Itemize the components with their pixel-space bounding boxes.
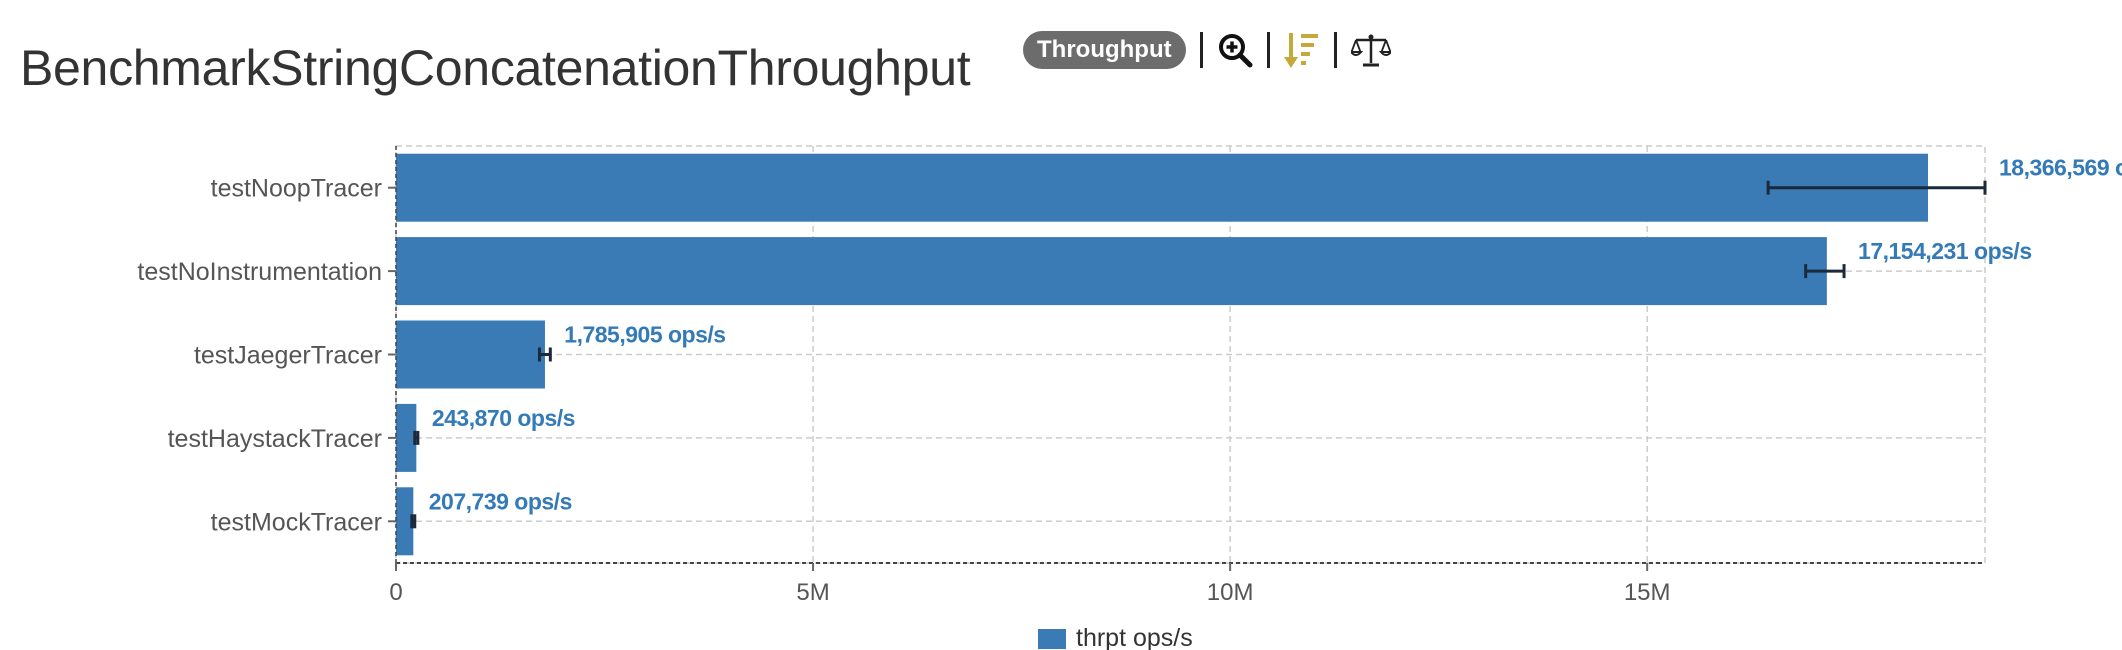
- y-tick-label: testMockTracer: [211, 508, 382, 536]
- y-tick-label: testHaystackTracer: [168, 425, 382, 453]
- toolbar-separator: [1333, 32, 1337, 68]
- data-label: 1,785,905 ops/s: [564, 322, 725, 348]
- mode-badge: Throughput: [1023, 31, 1186, 69]
- sort-button[interactable]: [1283, 31, 1320, 69]
- y-tick-label: testJaegerTracer: [194, 342, 382, 370]
- bar: [396, 487, 414, 556]
- bar: [396, 320, 545, 389]
- page-title: BenchmarkStringConcatenationThroughput: [20, 40, 971, 96]
- zoom-in-button[interactable]: [1217, 32, 1253, 68]
- bar: [396, 403, 417, 472]
- y-tick-label: testNoInstrumentation: [137, 258, 382, 286]
- toolbar-separator: [1199, 32, 1203, 68]
- x-tick-label: 0: [389, 579, 402, 606]
- toolbar: Throughput: [1023, 28, 1391, 72]
- x-tick-label: 10M: [1207, 579, 1254, 606]
- y-tick-label: testNoopTracer: [211, 175, 382, 203]
- bar: [396, 153, 1928, 222]
- legend-label: thrpt ops/s: [1076, 624, 1193, 650]
- data-label: 243,870 ops/s: [432, 405, 575, 431]
- header: BenchmarkStringConcatenationThroughput: [20, 28, 971, 108]
- zoom-in-icon: [1218, 34, 1253, 68]
- compare-button[interactable]: [1350, 32, 1391, 68]
- legend: thrpt ops/s: [1038, 624, 1193, 650]
- toolbar-separator: [1266, 32, 1270, 68]
- data-label: 17,154,231 ops/s: [1858, 238, 2032, 264]
- data-label: 207,739 ops/s: [429, 488, 572, 514]
- balance-scale-icon: [1350, 34, 1391, 67]
- data-label: 18,366,569 o: [1999, 155, 2122, 181]
- x-tick-label: 5M: [796, 579, 829, 606]
- x-tick-label: 15M: [1624, 579, 1671, 606]
- bar: [396, 237, 1827, 306]
- sort-descending-icon: [1283, 33, 1318, 68]
- legend-swatch: [1038, 628, 1066, 649]
